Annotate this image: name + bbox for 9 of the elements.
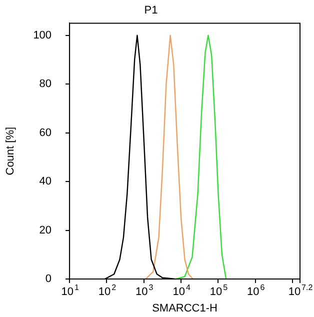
y-tick-label: 0 [45, 273, 52, 286]
y-tick-label: 40 [39, 176, 52, 188]
y-axis-title: Count [%] [4, 126, 17, 176]
chart-title: P1 [144, 4, 158, 17]
y-tick-label: 80 [39, 78, 52, 90]
y-tick-label: 20 [39, 224, 52, 236]
y-tick-label: 100 [33, 29, 52, 42]
x-axis-title: SMARCC1-H [152, 302, 218, 314]
y-tick-label: 60 [39, 126, 52, 139]
